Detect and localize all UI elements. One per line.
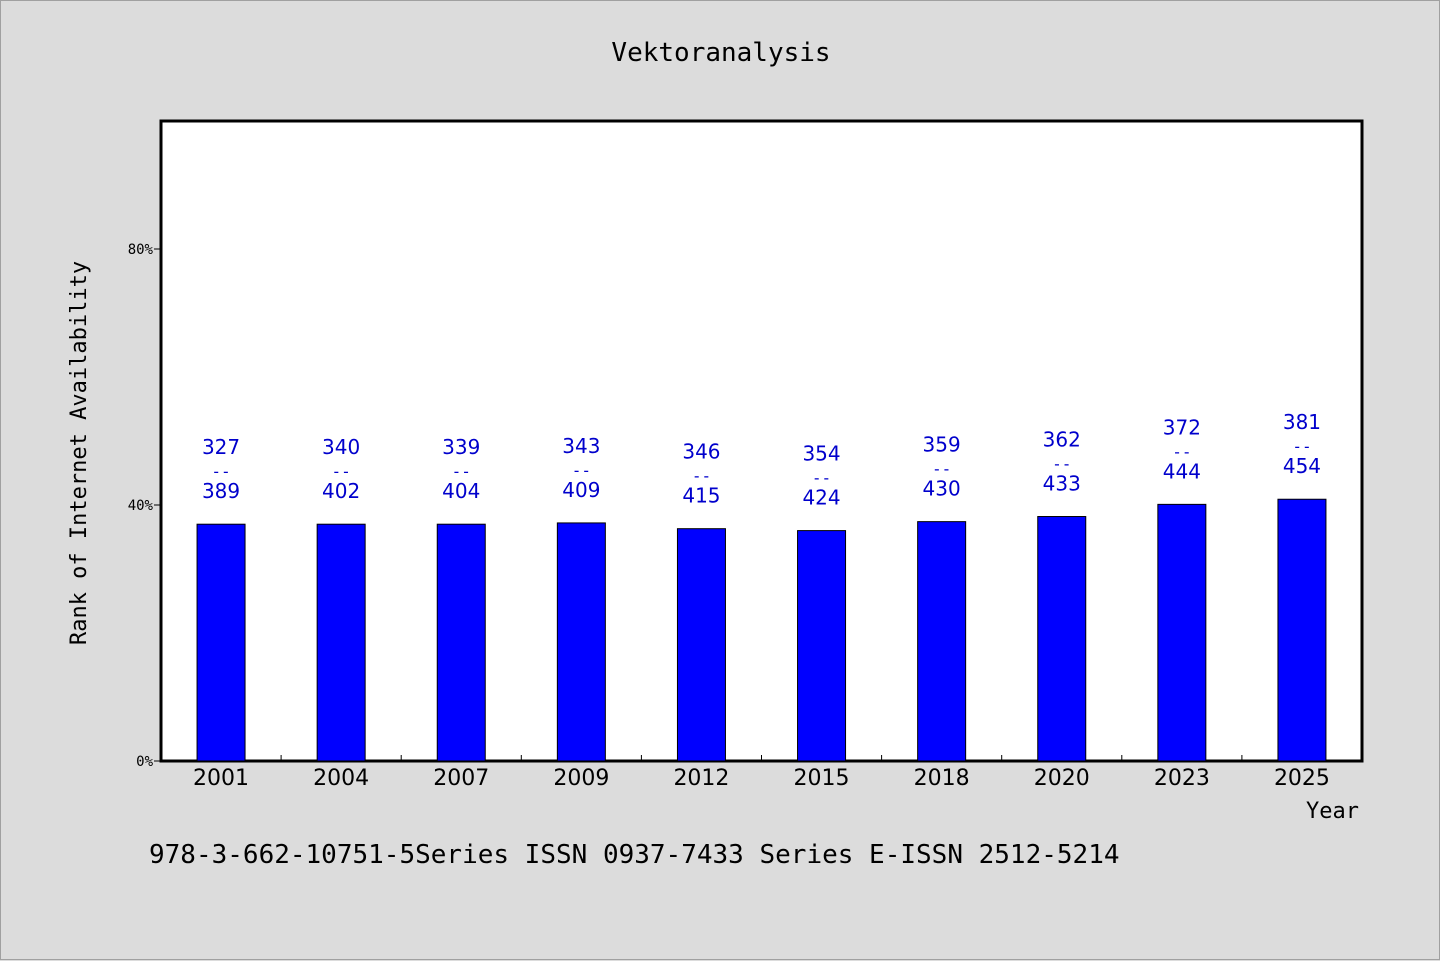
data-label-top-2015: 354 <box>802 442 840 466</box>
y-axis-label: Rank of Internet Availability <box>67 261 92 645</box>
bar-2020 <box>1037 516 1087 762</box>
x-tick-label-2025: 2025 <box>1274 766 1330 791</box>
data-label-sep-2020: -- <box>1052 455 1071 474</box>
data-label-sep-2025: -- <box>1292 437 1311 456</box>
data-label-sep-2018: -- <box>932 460 951 479</box>
bar-2001 <box>196 523 246 762</box>
data-label-bottom-2007: 404 <box>442 479 480 503</box>
bar-2025 <box>1277 498 1327 762</box>
x-tick-label-2015: 2015 <box>794 766 850 791</box>
data-label-top-2009: 343 <box>562 434 600 458</box>
bars-group <box>196 498 1327 762</box>
data-label-bottom-2020: 433 <box>1043 472 1081 496</box>
data-label-bottom-2025: 454 <box>1283 454 1321 478</box>
x-tick-label-2007: 2007 <box>433 766 489 791</box>
y-tick-label: 40% <box>128 498 154 514</box>
chart-title: Vektoranalysis <box>611 38 830 68</box>
x-tick-label-2023: 2023 <box>1154 766 1210 791</box>
data-label-top-2023: 372 <box>1163 415 1201 439</box>
data-label-sep-2007: -- <box>452 462 471 481</box>
data-label-bottom-2001: 389 <box>202 479 240 503</box>
data-label-top-2020: 362 <box>1043 428 1081 452</box>
data-label-sep-2015: -- <box>812 469 831 488</box>
data-label-sep-2001: -- <box>211 462 230 481</box>
data-label-sep-2012: -- <box>692 467 711 486</box>
x-axis-label: Year <box>1306 799 1359 824</box>
x-tick-label-2018: 2018 <box>914 766 970 791</box>
data-label-sep-2004: -- <box>332 462 351 481</box>
data-label-bottom-2009: 409 <box>562 478 600 502</box>
x-tick-label-2001: 2001 <box>193 766 249 791</box>
footer-text: 978-3-662-10751-5Series ISSN 0937-7433 S… <box>149 840 1120 870</box>
data-label-bottom-2023: 444 <box>1163 459 1201 483</box>
data-label-top-2012: 346 <box>682 440 720 464</box>
y-tick-label: 80% <box>128 242 154 258</box>
y-axis: 0% 40% 80% <box>128 242 161 770</box>
bar-2015 <box>797 530 847 762</box>
x-tick-label-2009: 2009 <box>553 766 609 791</box>
x-tick-label-2004: 2004 <box>313 766 369 791</box>
bar-2012 <box>676 528 726 762</box>
bar-2023 <box>1157 503 1207 762</box>
data-label-top-2018: 359 <box>923 433 961 457</box>
bar-2007 <box>436 523 486 762</box>
y-tick-label: 0% <box>136 754 153 770</box>
data-label-top-2025: 381 <box>1283 410 1321 434</box>
data-label-top-2001: 327 <box>202 435 240 459</box>
bar-2009 <box>556 522 606 762</box>
x-tick-label-2012: 2012 <box>673 766 729 791</box>
data-label-sep-2009: -- <box>572 461 591 480</box>
data-label-bottom-2018: 430 <box>923 477 961 501</box>
data-label-top-2007: 339 <box>442 435 480 459</box>
data-label-bottom-2012: 415 <box>682 484 720 508</box>
bar-2004 <box>316 523 366 762</box>
data-label-sep-2023: -- <box>1172 442 1191 461</box>
x-tick-label-2020: 2020 <box>1034 766 1090 791</box>
data-label-top-2004: 340 <box>322 435 360 459</box>
x-axis: 2001 2004 2007 2009 2012 2015 2018 2020 2023 2025 <box>193 755 1330 791</box>
bar-2018 <box>917 521 967 762</box>
data-labels-group: 327--389340--402339--404343--409346--415… <box>202 410 1321 509</box>
data-label-bottom-2015: 424 <box>802 486 840 510</box>
data-label-bottom-2004: 402 <box>322 479 360 503</box>
